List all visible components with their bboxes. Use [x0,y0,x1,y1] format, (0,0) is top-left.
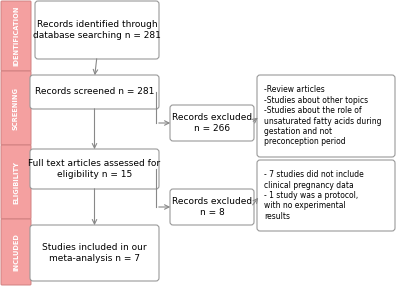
Text: Records identified through
database searching n = 281: Records identified through database sear… [33,20,161,40]
FancyBboxPatch shape [170,105,254,141]
Text: ELIGIBILITY: ELIGIBILITY [13,160,19,204]
FancyBboxPatch shape [1,145,31,219]
FancyBboxPatch shape [257,75,395,157]
FancyBboxPatch shape [30,225,159,281]
FancyBboxPatch shape [35,1,159,59]
FancyBboxPatch shape [1,71,31,145]
Text: Full text articles assessed for
eligibility n = 15: Full text articles assessed for eligibil… [28,159,160,179]
Text: Records excluded
n = 266: Records excluded n = 266 [172,113,252,133]
FancyBboxPatch shape [257,160,395,231]
FancyBboxPatch shape [30,149,159,189]
Text: INCLUDED: INCLUDED [13,233,19,271]
FancyBboxPatch shape [1,219,31,285]
Text: IDENTIFICATION: IDENTIFICATION [13,6,19,66]
FancyBboxPatch shape [170,189,254,225]
FancyBboxPatch shape [30,75,159,109]
Text: -Review articles
-Studies about other topics
-Studies about the role of
unsatura: -Review articles -Studies about other to… [264,86,382,146]
Text: - 7 studies did not include
clinical pregnancy data
- 1 study was a protocol,
wi: - 7 studies did not include clinical pre… [264,170,364,221]
Text: Studies included in our
meta-analysis n = 7: Studies included in our meta-analysis n … [42,243,147,263]
Text: Records excluded
n = 8: Records excluded n = 8 [172,197,252,217]
Text: Records screened n = 281: Records screened n = 281 [35,88,154,96]
FancyBboxPatch shape [1,1,31,71]
Text: SCREENING: SCREENING [13,86,19,130]
